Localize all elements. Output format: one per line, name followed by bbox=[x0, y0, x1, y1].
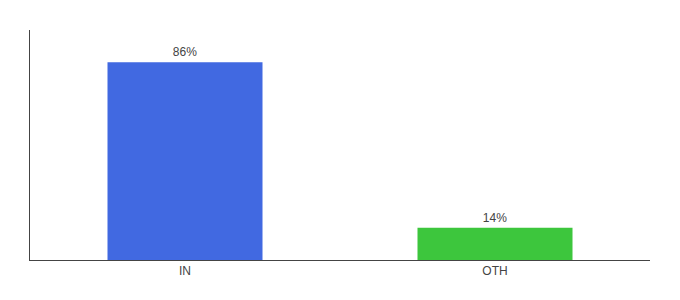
svg-text:86%: 86% bbox=[173, 45, 197, 59]
svg-text:IN: IN bbox=[179, 264, 191, 278]
svg-text:14%: 14% bbox=[483, 211, 507, 225]
svg-text:OTH: OTH bbox=[482, 264, 507, 278]
